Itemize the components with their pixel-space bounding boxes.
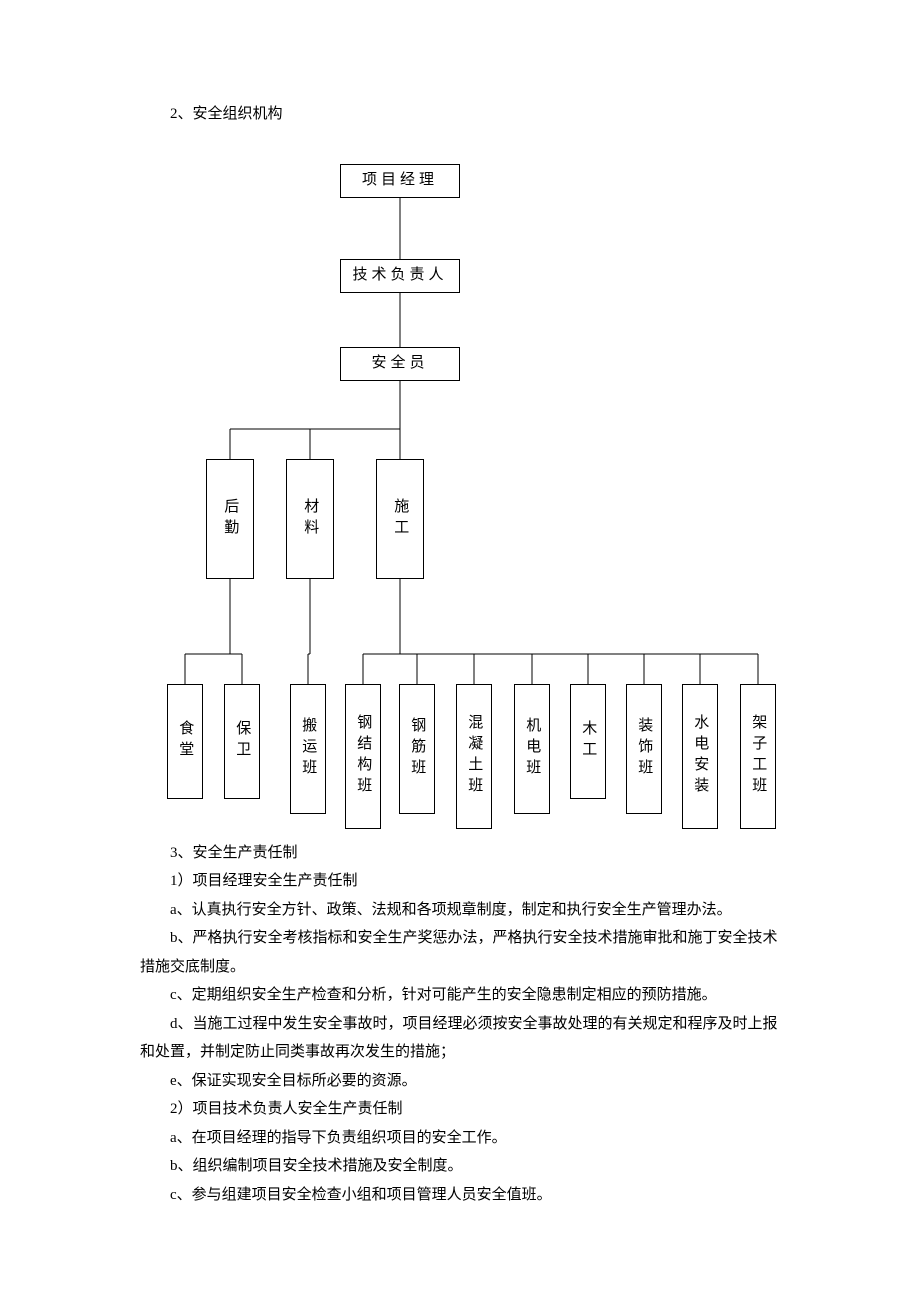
org-chart: 项目经理 技术负责人 安全员 后勤 材料 施工 食堂 保卫 搬运班 钢结构班 钢… — [150, 129, 790, 829]
org-leaf-decoration: 装饰班 — [626, 684, 662, 814]
org-node-label: 施工 — [386, 498, 415, 540]
item-3-2-c: c、参与组建项目安全检查小组和项目管理人员安全值班。 — [140, 1181, 780, 1210]
org-node-label: 水电安装 — [686, 714, 715, 798]
org-leaf-mech-elec: 机电班 — [514, 684, 550, 814]
org-node-label: 后勤 — [216, 498, 245, 540]
org-node-label: 装饰班 — [630, 717, 659, 780]
org-node-label: 保卫 — [228, 720, 257, 762]
org-leaf-rebar: 钢筋班 — [399, 684, 435, 814]
org-node-tech-lead: 技术负责人 — [340, 259, 460, 293]
org-node-label: 架子工班 — [744, 714, 773, 798]
org-leaf-plumb-elec: 水电安装 — [682, 684, 718, 829]
org-node-label: 项目经理 — [362, 166, 438, 195]
subsection-3-1: 1）项目经理安全生产责任制 — [140, 867, 780, 896]
item-3-1-e: e、保证实现安全目标所必要的资源。 — [140, 1067, 780, 1096]
text-span: d、当施工过程中发生安全事故时，项目经理必须按安全事故处理的有关规定和程序及时上… — [140, 1016, 778, 1061]
text-span: b、严格执行安全考核指标和安全生产奖惩办法，严格执行安全技术措施审批和施丁安全技… — [140, 930, 778, 975]
org-node-construction: 施工 — [376, 459, 424, 579]
org-node-label: 材料 — [296, 498, 325, 540]
org-node-label: 木工 — [574, 720, 603, 762]
org-node-label: 混凝土班 — [460, 714, 489, 798]
org-leaf-concrete: 混凝土班 — [456, 684, 492, 829]
org-node-materials: 材料 — [286, 459, 334, 579]
org-node-project-manager: 项目经理 — [340, 164, 460, 198]
section-3-heading: 3、安全生产责任制 — [140, 839, 780, 868]
item-3-1-d: d、当施工过程中发生安全事故时，项目经理必须按安全事故处理的有关规定和程序及时上… — [140, 1010, 780, 1067]
org-node-label: 钢结构班 — [349, 714, 378, 798]
org-node-safety-officer: 安全员 — [340, 347, 460, 381]
org-leaf-canteen: 食堂 — [167, 684, 203, 799]
item-3-2-a: a、在项目经理的指导下负责组织项目的安全工作。 — [140, 1124, 780, 1153]
org-leaf-carpentry: 木工 — [570, 684, 606, 799]
subsection-3-2: 2）项目技术负责人安全生产责任制 — [140, 1095, 780, 1124]
org-node-logistics: 后勤 — [206, 459, 254, 579]
item-3-2-b: b、组织编制项目安全技术措施及安全制度。 — [140, 1152, 780, 1181]
org-leaf-steel-structure: 钢结构班 — [345, 684, 381, 829]
org-leaf-hauling: 搬运班 — [290, 684, 326, 814]
org-leaf-security: 保卫 — [224, 684, 260, 799]
org-leaf-scaffold: 架子工班 — [740, 684, 776, 829]
item-3-1-c: c、定期组织安全生产检查和分析，针对可能产生的安全隐患制定相应的预防措施。 — [140, 981, 780, 1010]
org-node-label: 钢筋班 — [403, 717, 432, 780]
org-node-label: 食堂 — [171, 720, 200, 762]
org-node-label: 机电班 — [518, 717, 547, 780]
item-3-1-b: b、严格执行安全考核指标和安全生产奖惩办法，严格执行安全技术措施审批和施丁安全技… — [140, 924, 780, 981]
item-3-1-a: a、认真执行安全方针、政策、法规和各项规章制度，制定和执行安全生产管理办法。 — [140, 896, 780, 925]
org-node-label: 搬运班 — [294, 717, 323, 780]
org-node-label: 安全员 — [371, 349, 428, 378]
section-2-heading: 2、安全组织机构 — [140, 100, 780, 129]
org-node-label: 技术负责人 — [352, 261, 447, 290]
